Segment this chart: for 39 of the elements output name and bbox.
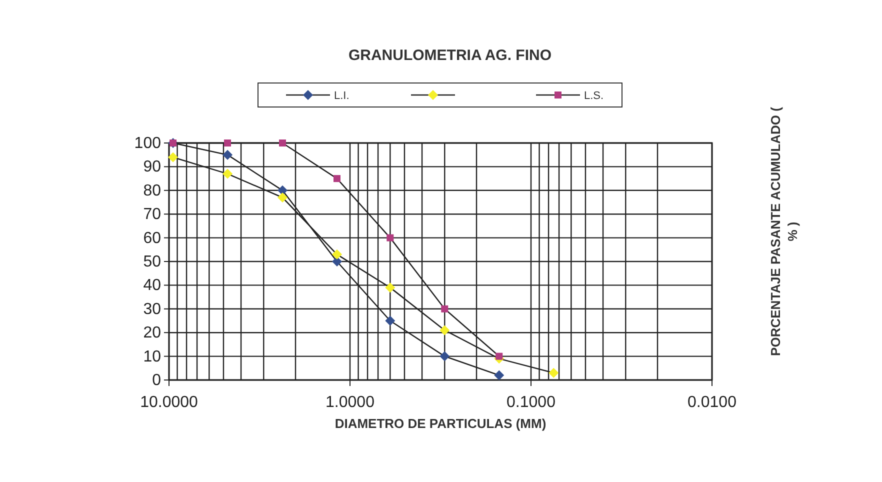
point bbox=[332, 249, 342, 260]
y-tick-label: 50 bbox=[143, 254, 162, 270]
x-axis-title: DIAMETRO DE PARTICULAS (MM) bbox=[334, 416, 546, 431]
y-tick-label: 80 bbox=[143, 182, 162, 200]
x-tick-label: 10.0000 bbox=[140, 394, 198, 411]
point bbox=[440, 325, 450, 336]
y-tick-label: 10 bbox=[143, 348, 162, 366]
y-tick-label: 30 bbox=[143, 300, 162, 318]
point bbox=[440, 351, 450, 362]
point bbox=[278, 192, 288, 203]
y-tick-label: 60 bbox=[143, 230, 162, 247]
y-tick-label: 100 bbox=[134, 135, 162, 152]
point bbox=[548, 368, 559, 378]
x-tick-label: 1.0000 bbox=[326, 394, 375, 411]
point bbox=[222, 168, 233, 179]
y-tick-label: 90 bbox=[143, 158, 162, 176]
y-tick-label: 0 bbox=[152, 372, 162, 389]
y-tick-label: 40 bbox=[143, 277, 162, 294]
point bbox=[385, 316, 396, 326]
point bbox=[278, 185, 288, 196]
point bbox=[496, 352, 503, 360]
legend-label: L.S. bbox=[584, 90, 604, 102]
point bbox=[168, 152, 178, 162]
point bbox=[441, 305, 448, 312]
point bbox=[494, 370, 504, 380]
point bbox=[332, 256, 342, 266]
point bbox=[386, 234, 394, 242]
y-tick-label: 70 bbox=[143, 206, 162, 224]
point bbox=[224, 140, 232, 146]
x-tick-label: 0.0100 bbox=[688, 394, 737, 411]
point bbox=[333, 175, 340, 182]
legend-label: L.I. bbox=[334, 90, 350, 102]
y-axis-title: PORCENTAJE PASANTE ACUMULADO ( % ) bbox=[768, 106, 800, 356]
point bbox=[385, 282, 396, 293]
y-tick-label: 20 bbox=[143, 324, 162, 342]
x-tick-label: 0.1000 bbox=[506, 394, 556, 411]
point bbox=[222, 150, 233, 160]
point bbox=[279, 140, 286, 146]
chart-title: GRANULOMETRIA AG. FINO bbox=[348, 47, 552, 64]
